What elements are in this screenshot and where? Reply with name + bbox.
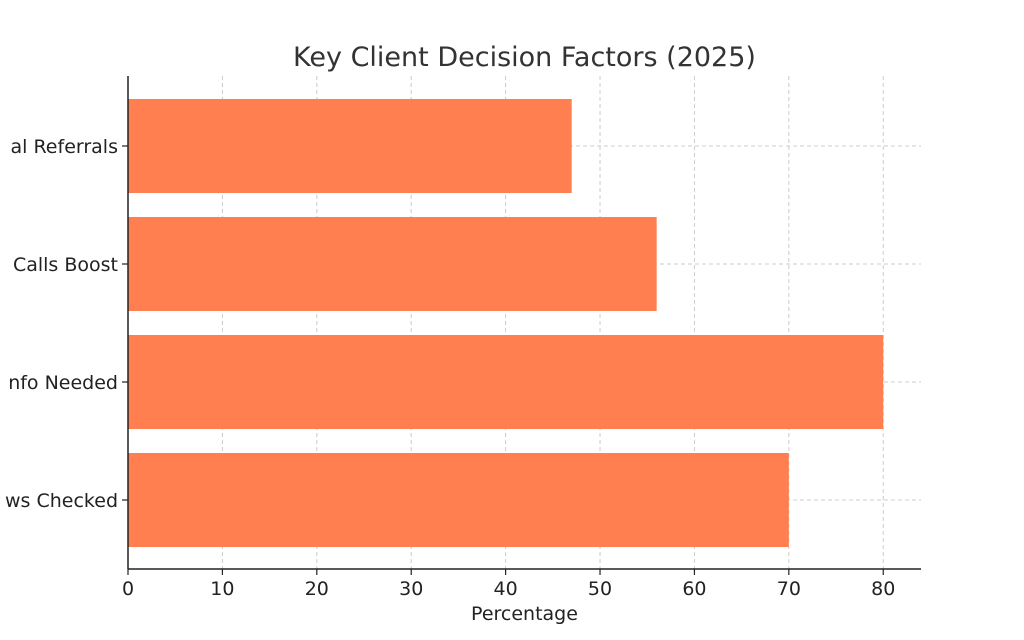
bar — [128, 99, 572, 193]
x-ticks: 0 10 20 30 40 50 60 70 80 — [122, 569, 895, 600]
x-tick-label: 0 — [122, 578, 134, 600]
y-ticks: al Referrals Calls Boost nfo Needed ws Chec… — [5, 136, 128, 512]
bar — [128, 453, 789, 547]
bars — [128, 99, 884, 547]
x-tick-label: 20 — [305, 578, 329, 600]
bar — [128, 217, 657, 311]
y-tick-label: nfo Needed — [8, 372, 118, 394]
x-tick-label: 80 — [871, 578, 895, 600]
y-tick-label: Calls Boost — [13, 254, 118, 276]
y-tick-label: ws Checked — [5, 490, 118, 512]
bar — [128, 335, 884, 429]
x-tick-label: 40 — [494, 578, 518, 600]
x-tick-label: 60 — [682, 578, 706, 600]
x-axis-label: Percentage — [471, 603, 578, 625]
y-tick-label: al Referrals — [11, 136, 119, 158]
chart-title: Key Client Decision Factors (2025) — [293, 42, 756, 73]
x-tick-label: 50 — [588, 578, 612, 600]
x-tick-label: 70 — [777, 578, 801, 600]
x-tick-label: 30 — [399, 578, 423, 600]
x-tick-label: 10 — [210, 578, 234, 600]
